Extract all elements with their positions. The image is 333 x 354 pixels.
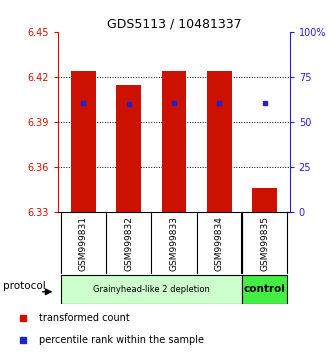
Text: protocol: protocol [3, 281, 46, 291]
Text: transformed count: transformed count [39, 313, 130, 323]
Text: GSM999832: GSM999832 [124, 216, 133, 271]
Text: GSM999833: GSM999833 [169, 216, 178, 271]
Bar [71, 71, 96, 212]
Bar [252, 188, 277, 212]
Text: GSM999835: GSM999835 [260, 216, 269, 271]
Text: GSM999831: GSM999831 [79, 216, 88, 271]
Bar [116, 85, 141, 212]
Text: control: control [244, 284, 286, 295]
Bar [207, 71, 232, 212]
Title: GDS5113 / 10481337: GDS5113 / 10481337 [107, 18, 241, 31]
Bar [162, 71, 186, 212]
Bar [242, 275, 287, 304]
Text: percentile rank within the sample: percentile rank within the sample [39, 335, 203, 345]
Text: Grainyhead-like 2 depletion: Grainyhead-like 2 depletion [93, 285, 210, 294]
Text: GSM999834: GSM999834 [215, 216, 224, 271]
Bar [61, 275, 242, 304]
